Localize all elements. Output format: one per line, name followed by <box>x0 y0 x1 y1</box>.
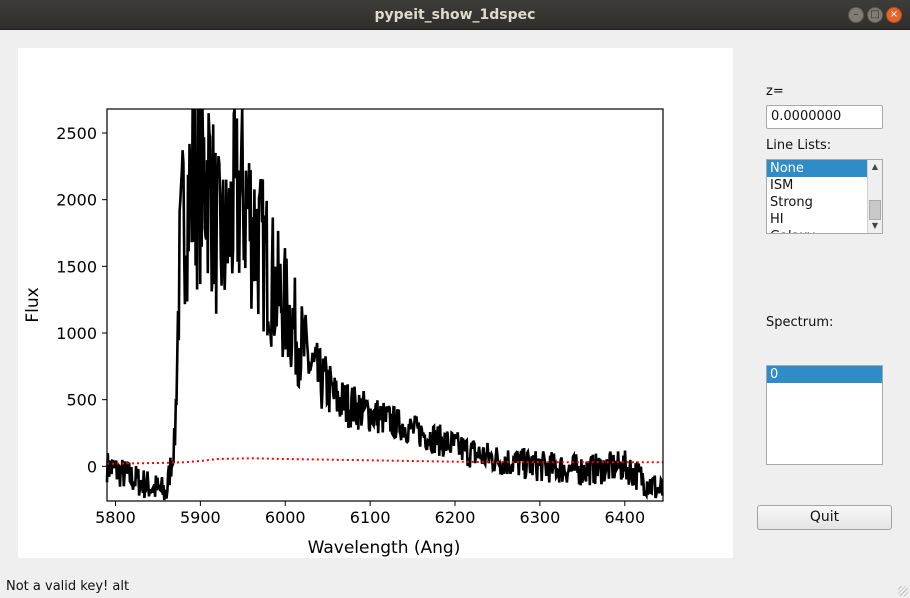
window-titlebar: pypeit_show_1dspec – □ × <box>0 0 910 30</box>
maximize-icon[interactable]: □ <box>867 7 883 23</box>
x-tick-label: 6100 <box>350 508 391 527</box>
y-axis-ticks: 0 500 1000 1500 2000 2500 <box>56 124 107 476</box>
y-tick-label: 2000 <box>56 191 97 210</box>
x-tick-label: 6300 <box>520 508 561 527</box>
y-axis-label: Flux <box>23 287 43 322</box>
x-tick-label: 5800 <box>95 508 136 527</box>
window-title: pypeit_show_1dspec <box>374 7 536 23</box>
scroll-up-icon[interactable]: ▲ <box>871 162 879 171</box>
plot-axes-frame <box>106 108 664 502</box>
flux-line <box>105 108 664 501</box>
line-list-item[interactable]: Strong <box>770 195 813 210</box>
spectrum-list-item[interactable]: 0 <box>767 366 882 383</box>
x-tick-label: 6000 <box>265 508 306 527</box>
scrollbar-thumb[interactable] <box>869 200 881 220</box>
line-lists-scrollbar[interactable]: ▲ ▼ <box>867 160 882 233</box>
flux-series <box>105 108 664 501</box>
y-tick-label: 0 <box>87 457 97 476</box>
line-list-item[interactable]: HI <box>770 212 784 227</box>
quit-button[interactable]: Quit <box>757 505 892 530</box>
line-list-item[interactable]: Galaxy <box>767 228 882 233</box>
close-icon[interactable]: × <box>886 7 902 23</box>
x-tick-label: 6400 <box>604 508 645 527</box>
x-tick-label: 6200 <box>435 508 476 527</box>
line-list-item[interactable]: ISM <box>770 178 794 193</box>
y-tick-label: 1000 <box>56 324 97 343</box>
plot-canvas[interactable]: 5800 5900 6000 6100 6200 6300 6400 0 500 1000 150… <box>18 48 733 558</box>
x-axis-ticks: 5800 5900 6000 6100 6200 6300 6400 <box>95 501 645 527</box>
x-tick-label: 5900 <box>180 508 221 527</box>
spectrum-label: Spectrum: <box>766 315 834 330</box>
status-message: Not a valid key! alt <box>6 579 130 594</box>
resize-grip-icon[interactable] <box>898 586 908 596</box>
x-axis-label: Wavelength (Ang) <box>308 538 461 558</box>
scroll-down-icon[interactable]: ▼ <box>871 221 879 230</box>
y-tick-label: 500 <box>66 391 97 410</box>
line-lists-label: Line Lists: <box>766 138 832 153</box>
spectrum-plot[interactable]: 5800 5900 6000 6100 6200 6300 6400 0 500 1000 150… <box>18 48 733 558</box>
y-tick-label: 2500 <box>56 124 97 143</box>
redshift-input[interactable]: 0.0000000 <box>766 105 883 129</box>
error-series <box>106 457 663 465</box>
y-tick-label: 1500 <box>56 257 97 276</box>
z-label: z= <box>766 84 784 99</box>
line-list-item[interactable]: None <box>767 160 882 177</box>
minimize-icon[interactable]: – <box>848 7 864 23</box>
spectrum-listbox[interactable]: 0 <box>766 365 883 465</box>
